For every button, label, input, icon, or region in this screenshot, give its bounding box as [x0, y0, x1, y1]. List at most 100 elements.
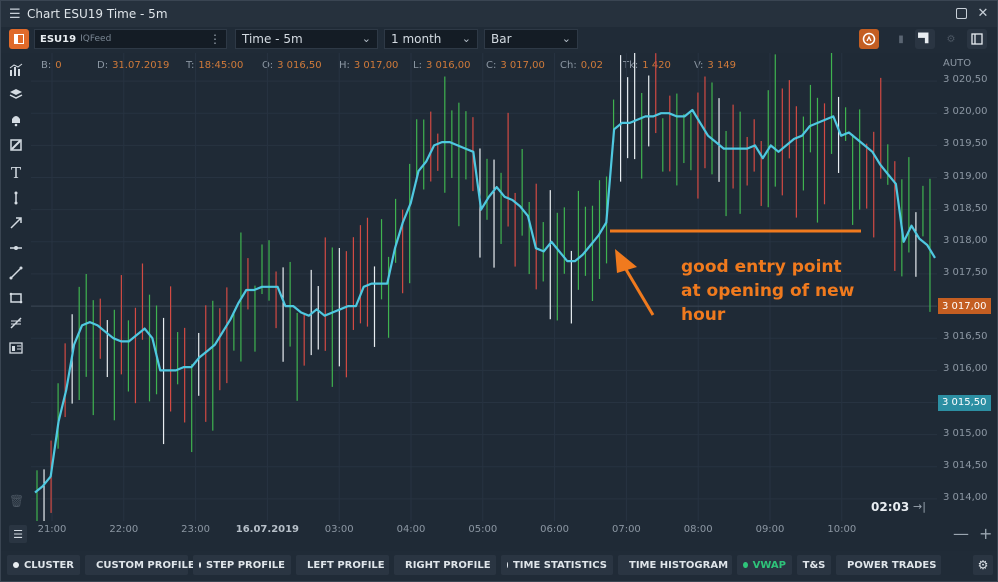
symbol-selector[interactable]: ESU19 IQFeed ⋮	[34, 29, 227, 49]
trade-button[interactable]	[859, 29, 879, 49]
price-axis-label: 3 017,50	[943, 266, 988, 278]
tab-t-s[interactable]: T&S	[797, 555, 831, 575]
time-axis-label: 08:00	[683, 524, 713, 535]
tab-right-profile[interactable]: RIGHT PROFILE	[394, 555, 496, 575]
info-c-label: C:	[486, 60, 497, 71]
tab-label: LEFT PROFILE	[307, 559, 385, 571]
arrow-tool[interactable]	[5, 212, 27, 234]
text-tool[interactable]: T	[5, 162, 27, 184]
hamburger-menu-icon[interactable]: ☰	[9, 6, 21, 22]
trend-line-tool[interactable]	[5, 262, 27, 284]
bottom-settings-button[interactable]: ⚙	[973, 555, 993, 575]
settings-button[interactable]: ⚙	[941, 29, 961, 49]
price-axis-label: 3 018,00	[943, 234, 988, 246]
time-axis-label: 07:00	[611, 524, 641, 535]
time-axis-label: 22:00	[109, 524, 139, 535]
panel-icon	[14, 34, 24, 44]
tab-cluster[interactable]: CLUSTER	[7, 555, 80, 575]
tab-status-dot-icon	[507, 562, 508, 568]
zoom-out-icon[interactable]: —	[953, 524, 969, 543]
tab-label: TIME HISTOGRAM	[629, 559, 729, 571]
price-chart[interactable]	[31, 53, 937, 521]
info-ch-label: Ch:	[560, 60, 577, 71]
info-date: D: 31.07.2019	[97, 60, 169, 71]
info-h-label: H:	[339, 60, 350, 71]
indicator-tab-bar: ⚙ CLUSTER CUSTOM PROFILE STEP PROFILE LEFT …	[1, 551, 997, 581]
period-dropdown[interactable]: 1 month ⌄	[384, 29, 478, 49]
chart-type-dropdown[interactable]: Bar ⌄	[484, 29, 578, 49]
alerts-button[interactable]	[5, 109, 27, 131]
annotation-text: good entry point at opening of new hour	[681, 255, 854, 327]
indicators-button[interactable]	[5, 59, 27, 81]
tab-label: TIME STATISTICS	[512, 559, 607, 571]
maximize-button[interactable]	[953, 5, 969, 21]
chart-toolbar: ESU19 IQFeed ⋮ Time - 5m ⌄ 1 month ⌄ Bar…	[1, 27, 997, 53]
time-axis-label: 23:00	[181, 524, 211, 535]
horizontal-line-icon	[10, 246, 22, 250]
info-close: C: 3 017,00	[486, 60, 545, 71]
fibonacci-tool[interactable]	[5, 312, 27, 334]
vertical-line-tool[interactable]	[5, 187, 27, 209]
time-axis-label: 06:00	[540, 524, 570, 535]
list-button[interactable]: ☰	[9, 525, 27, 543]
more-options-icon[interactable]: ⋮	[209, 32, 221, 46]
tab-status-dot-icon	[199, 562, 202, 568]
layers-button[interactable]	[5, 84, 27, 106]
horizontal-line-tool[interactable]	[5, 237, 27, 259]
scroll-to-end-icon[interactable]: →|	[913, 500, 926, 513]
time-axis-label: 16.07.2019	[235, 524, 300, 535]
info-change: Ch: 0,02	[560, 60, 603, 71]
time-axis-label: 21:00	[37, 524, 67, 535]
chevron-down-icon: ⌄	[561, 32, 571, 45]
tab-power-trades[interactable]: POWER TRADES	[836, 555, 941, 575]
panel-toggle-button[interactable]	[9, 29, 29, 49]
gear-icon: ⚙	[946, 33, 956, 45]
data-feed-name: IQFeed	[80, 34, 112, 44]
info-o-value: 3 016,50	[277, 60, 322, 71]
tab-custom-profile[interactable]: CUSTOM PROFILE	[85, 555, 195, 575]
template-tool[interactable]	[5, 337, 27, 359]
window-title: Chart ESU19 Time - 5m	[27, 7, 168, 21]
tab-status-dot-icon	[13, 562, 19, 568]
price-axis-label: 3 019,00	[943, 170, 988, 182]
price-axis[interactable]: AUTO 3 020,50 3 020,00 3 019,50 3 019,00 3 0…	[937, 53, 997, 523]
bar-timer: 02:03	[871, 500, 910, 514]
price-axis-label: 3 018,50	[943, 202, 988, 214]
info-b-label: B:	[41, 60, 52, 71]
mouse-icon: ▮	[898, 33, 904, 45]
price-axis-label: 3 020,00	[943, 106, 988, 118]
chart-type-value: Bar	[491, 32, 512, 46]
info-d-label: D:	[97, 60, 109, 71]
tab-step-profile[interactable]: STEP PROFILE	[193, 555, 291, 575]
layout-button[interactable]	[967, 29, 987, 49]
interval-dropdown[interactable]: Time - 5m ⌄	[235, 29, 378, 49]
info-low: L: 3 016,00	[413, 60, 470, 71]
time-axis-label: 09:00	[755, 524, 785, 535]
rectangle-tool[interactable]	[5, 287, 27, 309]
gear-icon: ⚙	[977, 558, 989, 572]
eraser-button[interactable]	[5, 134, 27, 156]
trash-icon[interactable]: 🗑	[9, 494, 25, 508]
mouse-button[interactable]: ▮	[891, 29, 911, 49]
info-b-value: 0	[55, 60, 62, 71]
auto-scale-label[interactable]: AUTO	[943, 58, 972, 69]
tab-time-histogram[interactable]: TIME HISTOGRAM	[618, 555, 732, 575]
tab-left-profile[interactable]: LEFT PROFILE	[296, 555, 389, 575]
tab-vwap[interactable]: VWAP	[737, 555, 792, 575]
template-button[interactable]: ▀▌	[915, 29, 935, 49]
time-axis[interactable]: 21:00 22:00 23:00 16.07.2019 03:00 04:00 05:00…	[31, 522, 937, 540]
close-icon: ✕	[977, 5, 989, 21]
tab-time-statistics[interactable]: TIME STATISTICS	[501, 555, 613, 575]
zoom-in-icon[interactable]: +	[979, 524, 993, 543]
price-axis-label: 3 016,00	[943, 363, 988, 375]
time-axis-label: 10:00	[827, 524, 857, 535]
close-button[interactable]: ✕	[975, 5, 991, 21]
chevron-down-icon: ⌄	[361, 32, 371, 45]
info-v-label: V:	[694, 60, 704, 71]
interval-value: Time - 5m	[242, 32, 303, 46]
info-t-label: T:	[186, 60, 195, 71]
info-v-value: 3 149	[707, 60, 737, 71]
tab-label: POWER TRADES	[847, 559, 937, 571]
bell-icon	[12, 116, 20, 127]
